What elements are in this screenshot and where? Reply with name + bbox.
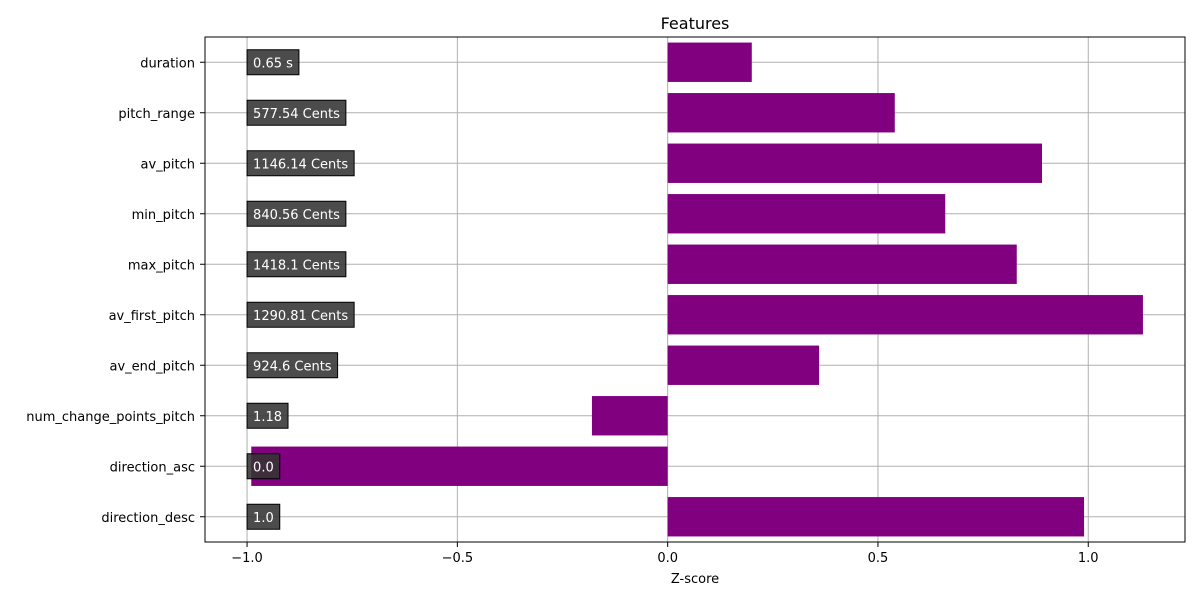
value-label-direction_asc: 0.0 xyxy=(253,460,274,475)
bar-av_first_pitch xyxy=(667,295,1143,335)
bar-direction_asc xyxy=(251,446,668,486)
plot-frame xyxy=(204,36,1186,543)
value-label-max_pitch: 1418.1 Cents xyxy=(253,258,340,273)
value-label-pitch_range: 577.54 Cents xyxy=(253,107,340,122)
value-label-min_pitch: 840.56 Cents xyxy=(253,208,340,223)
y-tick-label-num_change_points_pitch: num_change_points_pitch xyxy=(26,410,195,425)
value-label-box-direction_asc xyxy=(246,453,281,480)
chart-title: Features xyxy=(661,14,730,33)
value-labels: 0.65 s 577.54 Cents 1146.14 Cents 840.56 Ce… xyxy=(246,49,355,530)
x-axis-label: Z-score xyxy=(671,572,719,587)
value-label-box-av_pitch xyxy=(246,150,355,177)
bar-direction_desc xyxy=(667,497,1085,537)
value-label-box-direction_desc xyxy=(246,503,281,530)
y-tick-label-av_pitch: av_pitch xyxy=(140,157,195,172)
value-label-box-av_end_pitch xyxy=(246,352,339,379)
value-label-box-min_pitch xyxy=(246,200,347,227)
value-label-box-pitch_range xyxy=(246,99,347,126)
x-tick-label-3: 0.5 xyxy=(868,551,889,566)
y-tick-label-av_first_pitch: av_first_pitch xyxy=(109,309,195,324)
x-tick-label-4: 1.0 xyxy=(1078,551,1099,566)
bar-num_change_points_pitch xyxy=(591,396,668,436)
value-label-av_pitch: 1146.14 Cents xyxy=(253,157,348,172)
value-label-direction_desc: 1.0 xyxy=(253,511,274,526)
y-tick-label-max_pitch: max_pitch xyxy=(128,258,195,273)
bar-av_end_pitch xyxy=(667,345,820,385)
y-tick-label-direction_desc: direction_desc xyxy=(101,511,195,526)
y-tick-label-direction_asc: direction_asc xyxy=(110,460,195,475)
x-tick-label-1: −0.5 xyxy=(442,551,474,566)
bar-pitch_range xyxy=(667,93,895,133)
value-label-box-av_first_pitch xyxy=(246,301,355,328)
y-tick-label-duration: duration xyxy=(140,56,195,71)
y-tick-label-pitch_range: pitch_range xyxy=(118,107,195,122)
bar-max_pitch xyxy=(667,244,1017,284)
y-tick-label-min_pitch: min_pitch xyxy=(132,208,195,223)
value-label-num_change_points_pitch: 1.18 xyxy=(253,410,282,425)
value-label-box-num_change_points_pitch xyxy=(246,402,289,429)
x-tick-label-0: −1.0 xyxy=(231,551,263,566)
y-tick-label-av_end_pitch: av_end_pitch xyxy=(110,359,196,374)
value-label-av_first_pitch: 1290.81 Cents xyxy=(253,309,348,324)
bar-av_pitch xyxy=(667,143,1042,183)
x-tick-label-2: 0.0 xyxy=(657,551,678,566)
value-label-box-duration xyxy=(246,49,300,76)
bar-duration xyxy=(667,42,752,82)
bars xyxy=(251,42,1143,537)
value-label-box-max_pitch xyxy=(246,251,347,278)
bar-min_pitch xyxy=(667,194,946,234)
value-label-av_end_pitch: 924.6 Cents xyxy=(253,359,332,374)
axes: −1.0 −0.5 0.0 0.5 1.0 duration pitch_range av_p… xyxy=(26,36,1186,566)
value-label-duration: 0.65 s xyxy=(253,56,293,71)
